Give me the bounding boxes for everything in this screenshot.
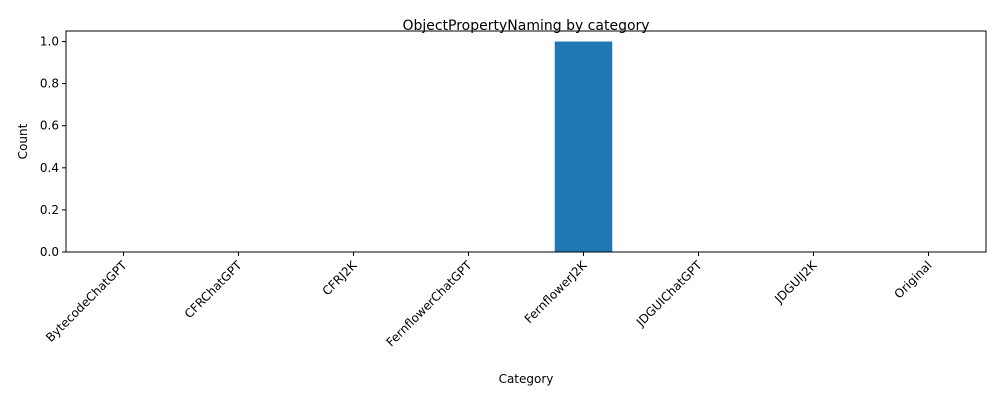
y-tick-label: 0.0 — [40, 245, 59, 259]
x-tick-label: CFRChatGPT — [182, 258, 245, 321]
x-tick-label: JDGUIChatGPT — [633, 258, 705, 330]
x-axis-ticks: BytecodeChatGPT CFRChatGPT CFRJ2K Fernflowe… — [43, 252, 935, 350]
x-tick-label: FernflowerChatGPT — [383, 258, 475, 350]
y-tick-label: 0.6 — [40, 119, 59, 133]
bars-group — [554, 41, 613, 253]
plot-frame — [65, 30, 987, 253]
y-axis-label: Count — [16, 123, 30, 159]
y-tick-label: 0.4 — [40, 161, 59, 175]
chart-title: ObjectPropertyNaming by category — [402, 18, 649, 34]
bar-FernflowerJ2K — [554, 41, 613, 253]
y-tick-label: 0.2 — [40, 203, 59, 217]
y-tick-label: 0.8 — [40, 77, 59, 91]
x-tick-label: FernflowerJ2K — [522, 257, 591, 326]
y-axis-ticks: 0.0 0.2 0.4 0.6 0.8 1.0 — [40, 35, 66, 259]
x-tick-label: CFRJ2K — [320, 257, 361, 298]
x-tick-label: BytecodeChatGPT — [43, 258, 130, 345]
x-axis-label: Category — [499, 372, 554, 386]
x-tick-label: Original — [892, 258, 935, 301]
x-tick-label: JDGUIJ2K — [771, 257, 820, 306]
y-tick-label: 1.0 — [40, 35, 59, 49]
